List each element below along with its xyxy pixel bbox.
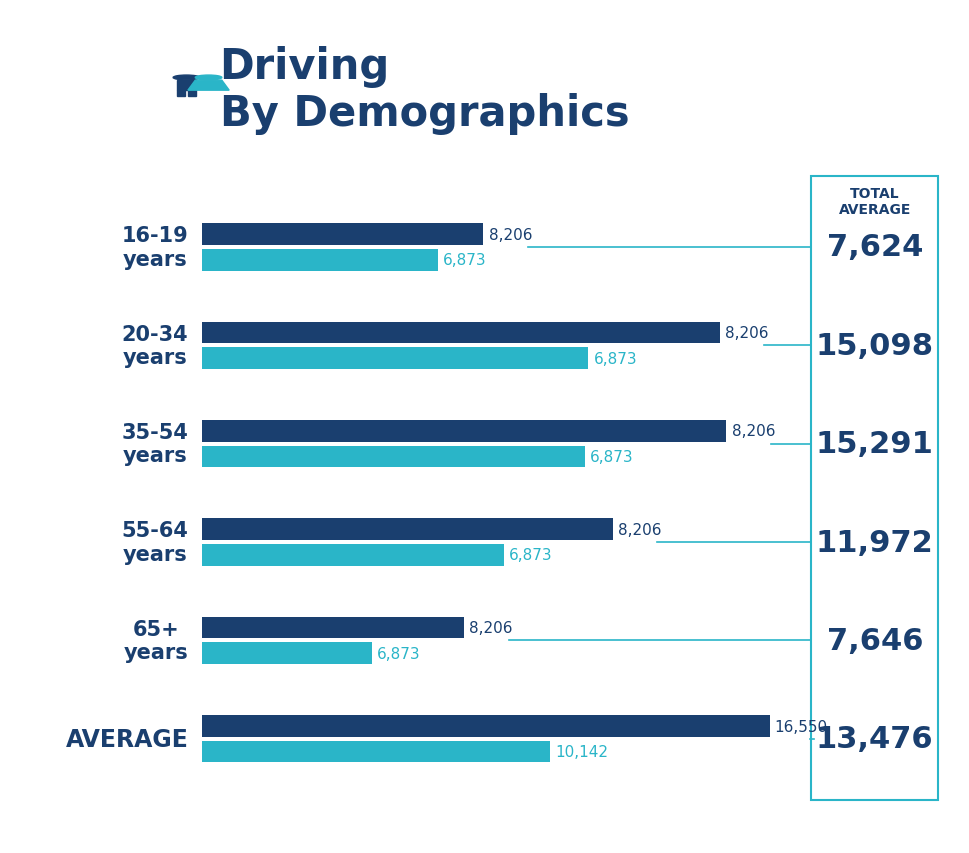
Bar (202, 322, 719, 344)
Text: 6,873: 6,873 (509, 548, 552, 563)
Circle shape (173, 76, 200, 81)
Text: 65+
years: 65+ years (123, 619, 188, 662)
Text: 35-54
years: 35-54 years (121, 422, 188, 466)
Bar (202, 224, 483, 246)
Bar (202, 250, 437, 271)
Text: 11,972: 11,972 (815, 528, 933, 557)
Bar (202, 446, 584, 467)
Text: 6,873: 6,873 (589, 450, 633, 464)
Text: 7,646: 7,646 (826, 626, 922, 655)
Polygon shape (188, 81, 229, 91)
Text: 10,142: 10,142 (554, 745, 608, 759)
Text: 8,206: 8,206 (617, 522, 661, 537)
Text: 6,873: 6,873 (376, 646, 420, 661)
Bar (202, 716, 768, 737)
Circle shape (195, 76, 222, 81)
FancyBboxPatch shape (176, 81, 196, 91)
Text: 13,476: 13,476 (815, 724, 932, 753)
FancyBboxPatch shape (176, 90, 185, 96)
Text: 15,291: 15,291 (815, 430, 933, 459)
Text: AVERAGE: AVERAGE (66, 727, 188, 751)
Text: 6,873: 6,873 (593, 351, 637, 366)
FancyBboxPatch shape (188, 90, 196, 96)
Text: 16-19
years: 16-19 years (121, 226, 188, 270)
Bar (202, 617, 464, 639)
Bar (202, 519, 612, 541)
Text: 15,098: 15,098 (815, 332, 933, 361)
Text: 8,206: 8,206 (724, 326, 767, 340)
Bar (202, 348, 588, 369)
Text: 7,624: 7,624 (826, 233, 922, 262)
Text: 8,206: 8,206 (731, 424, 774, 439)
Text: 8,206: 8,206 (469, 620, 513, 635)
Text: 55-64
years: 55-64 years (121, 521, 188, 564)
FancyBboxPatch shape (810, 177, 937, 800)
Text: Driving
By Demographics: Driving By Demographics (219, 45, 629, 135)
Text: 8,206: 8,206 (488, 228, 532, 242)
Bar (202, 421, 726, 442)
Bar (202, 544, 503, 566)
Bar (202, 642, 371, 664)
Text: TOTAL
AVERAGE: TOTAL AVERAGE (838, 187, 910, 217)
Text: 6,873: 6,873 (443, 253, 486, 268)
Bar (202, 741, 549, 763)
Text: 16,550: 16,550 (774, 719, 827, 734)
Text: 20-34
years: 20-34 years (122, 324, 188, 368)
